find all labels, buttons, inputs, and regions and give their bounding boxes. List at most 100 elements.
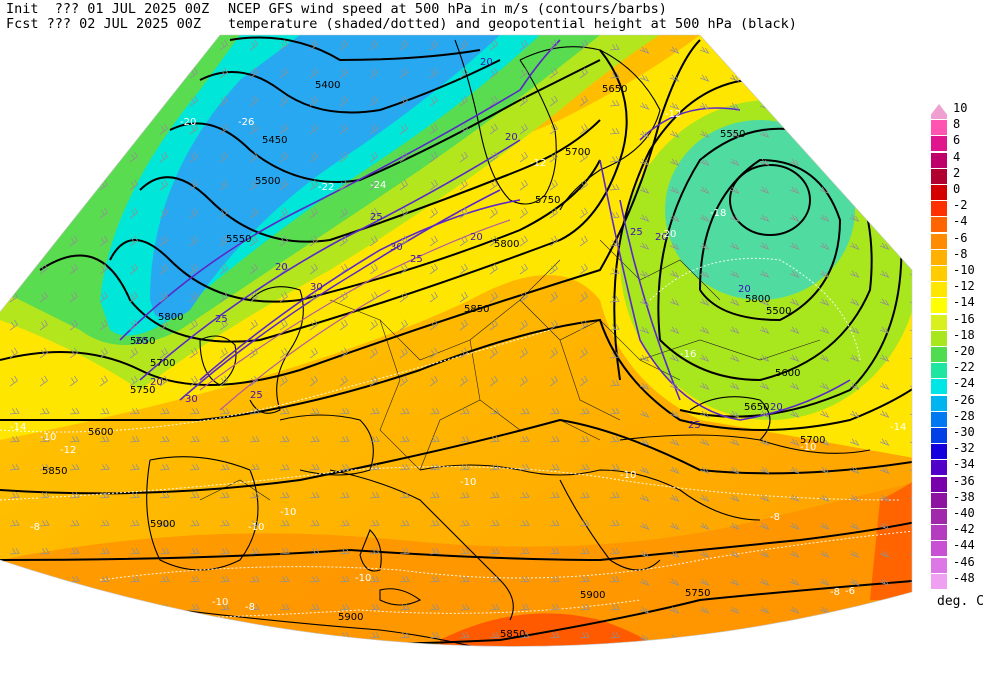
wind-barb	[39, 123, 48, 135]
wind-barb	[249, 319, 258, 331]
wind-barb	[69, 631, 80, 639]
wind-barb	[699, 466, 710, 474]
wind-barb	[579, 179, 588, 191]
wind-barb	[789, 102, 800, 110]
colorbar-swatch	[931, 233, 947, 249]
wind-barb	[249, 179, 258, 191]
wind-barb	[159, 631, 170, 639]
height-label: 5400	[315, 80, 340, 91]
colorbar-swatch	[931, 460, 947, 476]
height-label: 5750	[535, 195, 560, 206]
wind-barb	[219, 547, 230, 555]
wind-barb	[339, 95, 348, 107]
wind-barb	[189, 575, 200, 583]
wind-barb	[699, 130, 710, 138]
wind-barb	[729, 522, 740, 530]
wind-barb	[849, 298, 860, 306]
wind-barb	[189, 407, 200, 415]
wind-barb	[339, 407, 350, 415]
wind-barb	[159, 375, 168, 387]
wind-barb	[279, 519, 290, 527]
wind-barb	[9, 547, 20, 555]
height-label: 5850	[500, 629, 525, 640]
wind-barb	[729, 382, 740, 390]
wind-barb	[309, 491, 320, 499]
wind-barb	[819, 522, 830, 530]
wind-barb	[429, 603, 440, 611]
wind-speed-label: 20	[470, 232, 483, 243]
wind-barb	[819, 466, 830, 474]
temperature-label: -10	[460, 477, 476, 488]
wind-barb	[669, 158, 680, 166]
wind-barb	[279, 151, 288, 163]
wind-barb	[339, 207, 348, 219]
wind-speed-label: 20	[480, 57, 493, 68]
wind-barb	[309, 435, 320, 443]
height-label: 5550	[720, 129, 745, 140]
wind-barb	[849, 494, 860, 502]
wind-barb	[819, 354, 830, 362]
wind-barb	[249, 151, 258, 163]
temperature-field-blue	[150, 35, 500, 319]
colorbar-swatch	[931, 363, 947, 379]
temperature-label: -22	[318, 182, 334, 193]
wind-barb	[879, 550, 890, 558]
wind-barb	[879, 74, 890, 82]
wind-barb	[669, 326, 680, 334]
wind-barb	[489, 347, 498, 359]
wind-barb	[699, 74, 710, 82]
colorbar-swatch	[931, 136, 947, 152]
wind-barb	[39, 603, 50, 611]
wind-barb	[159, 347, 168, 359]
wind-barb	[279, 319, 288, 331]
wind-barb	[819, 634, 830, 642]
wind-barb	[909, 130, 912, 138]
wind-barb	[849, 242, 860, 250]
wind-barb	[819, 438, 830, 446]
wind-barb	[99, 347, 108, 359]
height-label: 5900	[580, 590, 605, 601]
wind-barb	[729, 242, 740, 250]
wind-barb	[489, 67, 498, 79]
wind-barb	[789, 326, 800, 334]
wind-barb	[639, 298, 650, 306]
wind-barb	[39, 319, 48, 331]
colorbar-label: 2	[953, 165, 961, 180]
wind-speed-label: 30	[390, 242, 403, 253]
wind-barb	[519, 603, 530, 611]
wind-barb	[399, 67, 408, 79]
wind-barb	[759, 578, 770, 586]
wind-barb	[369, 603, 380, 611]
temperature-label: -8	[830, 587, 840, 598]
colorbar-label: -16	[953, 311, 975, 326]
wind-barb	[369, 575, 380, 583]
wind-barb	[879, 326, 890, 334]
wind-barb	[309, 67, 318, 79]
wind-barb	[729, 270, 740, 278]
temperature-label: -10	[280, 507, 296, 518]
wind-barb	[309, 179, 318, 191]
colorbar-swatch	[931, 152, 947, 168]
wind-barb	[39, 407, 50, 415]
wind-barb	[609, 183, 620, 191]
wind-barb	[399, 375, 408, 387]
wind-barb	[699, 382, 710, 390]
temperature-label: -24	[370, 180, 386, 191]
temperature-label: -16	[680, 349, 696, 360]
forecast-time: Fcst ??? 02 JUL 2025 00Z	[6, 16, 202, 32]
wind-barb	[219, 407, 230, 415]
wind-barb	[759, 270, 770, 278]
wind-barb	[369, 123, 378, 135]
colorbar-label: 10	[953, 101, 968, 115]
colorbar-swatch	[931, 201, 947, 217]
wind-barb	[819, 102, 830, 110]
wind-barb	[849, 186, 860, 194]
height-label: 5650	[744, 402, 769, 413]
wind-barb	[69, 375, 78, 387]
wind-barb	[519, 179, 528, 191]
wind-barb	[729, 46, 740, 54]
wind-barb	[699, 242, 710, 250]
wind-barb	[519, 319, 528, 331]
wind-barb	[519, 291, 528, 303]
wind-barb	[189, 319, 198, 331]
